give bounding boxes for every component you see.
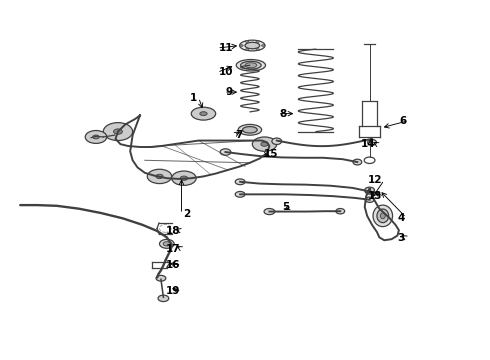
Text: 1: 1 — [190, 93, 197, 103]
Ellipse shape — [245, 41, 248, 42]
Ellipse shape — [245, 42, 260, 49]
Ellipse shape — [240, 45, 244, 46]
Ellipse shape — [336, 208, 344, 214]
Ellipse shape — [365, 189, 374, 194]
Ellipse shape — [156, 275, 166, 281]
Text: 19: 19 — [166, 286, 180, 296]
Ellipse shape — [93, 135, 99, 139]
Ellipse shape — [380, 213, 385, 219]
Ellipse shape — [200, 112, 207, 116]
Text: 16: 16 — [166, 260, 180, 270]
Text: 14: 14 — [361, 139, 375, 149]
Ellipse shape — [272, 138, 282, 144]
Ellipse shape — [365, 187, 374, 193]
Ellipse shape — [264, 208, 275, 215]
Text: 11: 11 — [219, 43, 233, 53]
Text: 7: 7 — [235, 130, 243, 140]
Text: 17: 17 — [166, 244, 180, 254]
Ellipse shape — [147, 169, 172, 184]
Text: 15: 15 — [264, 149, 278, 159]
Ellipse shape — [245, 63, 257, 68]
Ellipse shape — [261, 45, 265, 46]
Text: 5: 5 — [282, 202, 289, 212]
Ellipse shape — [368, 139, 376, 145]
Text: 13: 13 — [368, 191, 383, 201]
Text: 2: 2 — [183, 209, 190, 219]
Ellipse shape — [172, 171, 196, 185]
Ellipse shape — [365, 197, 374, 202]
Ellipse shape — [156, 174, 163, 179]
Ellipse shape — [114, 129, 122, 134]
Ellipse shape — [261, 142, 268, 146]
Ellipse shape — [235, 179, 245, 185]
Text: 6: 6 — [399, 116, 406, 126]
Ellipse shape — [373, 205, 392, 226]
Ellipse shape — [353, 159, 362, 165]
Ellipse shape — [180, 176, 188, 180]
Ellipse shape — [243, 127, 257, 133]
Text: 18: 18 — [166, 226, 180, 236]
Ellipse shape — [241, 61, 261, 69]
Ellipse shape — [236, 59, 266, 71]
Ellipse shape — [158, 295, 169, 302]
Ellipse shape — [256, 49, 259, 50]
Ellipse shape — [252, 137, 277, 151]
Ellipse shape — [163, 242, 171, 246]
Text: 9: 9 — [225, 87, 233, 97]
Text: 3: 3 — [397, 233, 405, 243]
Ellipse shape — [235, 192, 245, 197]
Ellipse shape — [159, 239, 174, 248]
Text: 4: 4 — [397, 213, 405, 222]
Ellipse shape — [377, 209, 389, 223]
Ellipse shape — [240, 40, 265, 51]
Text: 8: 8 — [279, 109, 287, 119]
Text: 12: 12 — [368, 175, 383, 185]
Ellipse shape — [238, 125, 262, 135]
Ellipse shape — [220, 149, 231, 155]
Ellipse shape — [256, 41, 259, 42]
Ellipse shape — [245, 49, 248, 50]
Ellipse shape — [191, 107, 216, 120]
Text: 10: 10 — [219, 67, 233, 77]
Ellipse shape — [85, 131, 107, 143]
Ellipse shape — [103, 123, 133, 140]
